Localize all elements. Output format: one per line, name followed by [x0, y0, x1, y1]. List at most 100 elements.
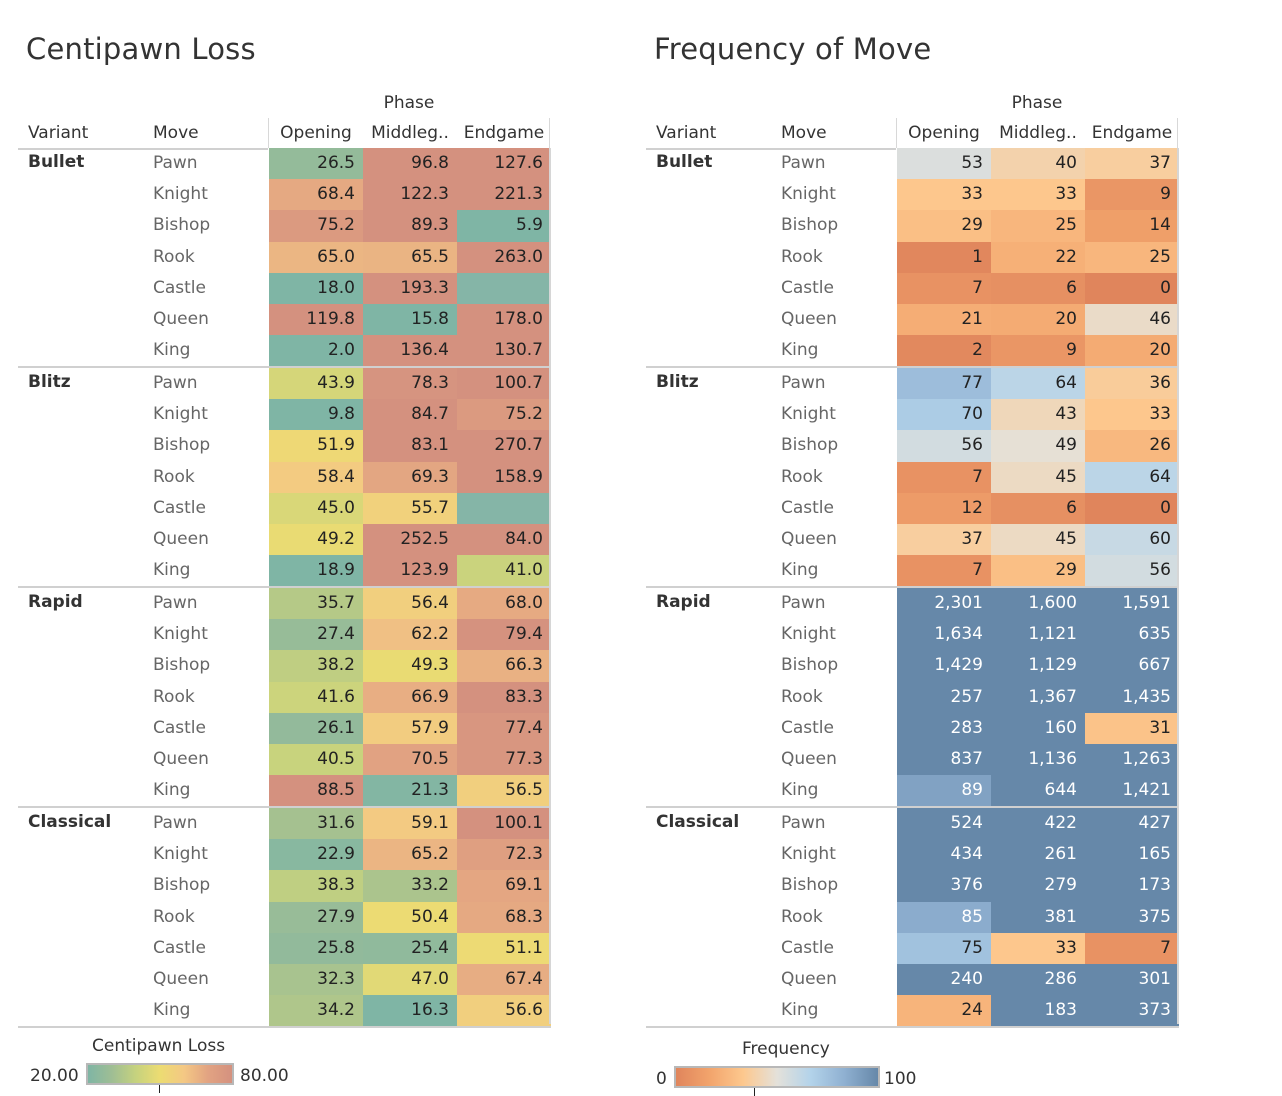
heatmap-cell[interactable]: 84.7 [363, 399, 457, 431]
heatmap-cell[interactable]: 65.5 [363, 241, 457, 273]
heatmap-cell[interactable]: 46 [1085, 304, 1179, 336]
heatmap-cell[interactable]: 56.6 [457, 995, 551, 1027]
heatmap-cell[interactable]: 57.9 [363, 712, 457, 744]
heatmap-cell[interactable]: 1,634 [897, 619, 991, 651]
column-header-opening[interactable]: Opening [280, 123, 352, 143]
heatmap-cell[interactable]: 32.3 [269, 964, 363, 996]
heatmap-cell[interactable]: 123.9 [363, 555, 457, 587]
heatmap-cell[interactable]: 1,435 [1085, 681, 1179, 713]
heatmap-cell[interactable]: 122.3 [363, 179, 457, 211]
heatmap-cell[interactable]: 33 [991, 179, 1085, 211]
heatmap-cell[interactable]: 75.2 [269, 210, 363, 242]
heatmap-cell[interactable]: 1,367 [991, 681, 1085, 713]
heatmap-cell[interactable]: 66.3 [457, 650, 551, 682]
heatmap-cell[interactable]: 89 [897, 775, 991, 807]
heatmap-cell[interactable]: 59.1 [363, 808, 457, 840]
heatmap-cell[interactable]: 24 [897, 995, 991, 1027]
heatmap-cell[interactable]: 31.6 [269, 808, 363, 840]
heatmap-cell[interactable]: 6 [991, 272, 1085, 304]
heatmap-cell[interactable]: 27.9 [269, 901, 363, 933]
heatmap-cell[interactable]: 68.4 [269, 179, 363, 211]
heatmap-cell[interactable]: 65.2 [363, 839, 457, 871]
heatmap-cell[interactable]: 7 [897, 461, 991, 493]
column-header-endgame[interactable]: Endgame [1091, 123, 1173, 143]
heatmap-cell[interactable]: 136.4 [363, 335, 457, 367]
heatmap-cell[interactable]: 20 [991, 304, 1085, 336]
heatmap-cell[interactable]: 127.6 [457, 148, 551, 180]
heatmap-cell[interactable]: 69.3 [363, 461, 457, 493]
heatmap-cell[interactable]: 2,301 [897, 588, 991, 620]
heatmap-cell[interactable]: 21 [897, 304, 991, 336]
heatmap-cell[interactable]: 77.3 [457, 744, 551, 776]
heatmap-cell[interactable]: 100.7 [457, 368, 551, 400]
heatmap-cell[interactable]: 644 [991, 775, 1085, 807]
heatmap-cell[interactable]: 56.5 [457, 775, 551, 807]
heatmap-cell[interactable]: 635 [1085, 619, 1179, 651]
heatmap-cell[interactable]: 26.1 [269, 712, 363, 744]
heatmap-cell[interactable]: 56 [1085, 555, 1179, 587]
heatmap-cell[interactable]: 43 [991, 399, 1085, 431]
heatmap-cell[interactable]: 22 [991, 241, 1085, 273]
heatmap-cell[interactable]: 69.1 [457, 870, 551, 902]
heatmap-cell[interactable]: 14 [1085, 210, 1179, 242]
heatmap-cell[interactable]: 72.3 [457, 839, 551, 871]
heatmap-cell[interactable]: 47.0 [363, 964, 457, 996]
heatmap-cell[interactable]: 279 [991, 870, 1085, 902]
heatmap-cell[interactable]: 434 [897, 839, 991, 871]
heatmap-cell[interactable]: 130.7 [457, 335, 551, 367]
heatmap-cell[interactable]: 9.8 [269, 399, 363, 431]
heatmap-cell[interactable]: 35.7 [269, 588, 363, 620]
heatmap-cell[interactable]: 1,600 [991, 588, 1085, 620]
heatmap-cell[interactable]: 37 [1085, 148, 1179, 180]
heatmap-cell[interactable]: 85 [897, 901, 991, 933]
heatmap-cell[interactable]: 301 [1085, 964, 1179, 996]
heatmap-cell[interactable]: 37 [897, 524, 991, 556]
heatmap-cell[interactable]: 160 [991, 712, 1085, 744]
heatmap-cell[interactable]: 376 [897, 870, 991, 902]
heatmap-cell[interactable]: 36 [1085, 368, 1179, 400]
heatmap-cell[interactable]: 1,136 [991, 744, 1085, 776]
heatmap-cell[interactable]: 183 [991, 995, 1085, 1027]
heatmap-cell[interactable]: 240 [897, 964, 991, 996]
heatmap-cell[interactable]: 68.3 [457, 901, 551, 933]
heatmap-cell[interactable]: 119.8 [269, 304, 363, 336]
heatmap-cell[interactable]: 33 [1085, 399, 1179, 431]
heatmap-cell[interactable]: 56.4 [363, 588, 457, 620]
heatmap-cell[interactable]: 286 [991, 964, 1085, 996]
heatmap-cell[interactable]: 40 [991, 148, 1085, 180]
heatmap-cell[interactable]: 53 [897, 148, 991, 180]
heatmap-cell[interactable]: 261 [991, 839, 1085, 871]
heatmap-cell[interactable]: 75 [897, 932, 991, 964]
heatmap-cell[interactable]: 22.9 [269, 839, 363, 871]
heatmap-cell[interactable]: 25 [991, 210, 1085, 242]
heatmap-cell[interactable]: 50.4 [363, 901, 457, 933]
heatmap-cell[interactable]: 68.0 [457, 588, 551, 620]
heatmap-cell[interactable]: 83.3 [457, 681, 551, 713]
heatmap-cell[interactable]: 667 [1085, 650, 1179, 682]
heatmap-cell[interactable]: 51.1 [457, 932, 551, 964]
heatmap-cell[interactable]: 67.4 [457, 964, 551, 996]
heatmap-cell[interactable]: 38.3 [269, 870, 363, 902]
heatmap-cell[interactable]: 29 [991, 555, 1085, 587]
heatmap-cell[interactable]: 178.0 [457, 304, 551, 336]
heatmap-cell[interactable]: 375 [1085, 901, 1179, 933]
heatmap-cell[interactable]: 43.9 [269, 368, 363, 400]
heatmap-cell[interactable]: 70 [897, 399, 991, 431]
column-header-middlegame[interactable]: Middleg.. [999, 123, 1077, 143]
heatmap-cell[interactable]: 373 [1085, 995, 1179, 1027]
heatmap-cell[interactable]: 26 [1085, 430, 1179, 462]
column-header-endgame[interactable]: Endgame [463, 123, 545, 143]
heatmap-cell[interactable]: 6 [991, 492, 1085, 524]
column-header-opening[interactable]: Opening [908, 123, 980, 143]
heatmap-cell[interactable]: 88.5 [269, 775, 363, 807]
column-header-middlegame[interactable]: Middleg.. [371, 123, 449, 143]
heatmap-cell[interactable]: 29 [897, 210, 991, 242]
heatmap-cell[interactable]: 422 [991, 808, 1085, 840]
heatmap-cell[interactable]: 83.1 [363, 430, 457, 462]
heatmap-cell[interactable]: 524 [897, 808, 991, 840]
heatmap-cell[interactable]: 252.5 [363, 524, 457, 556]
heatmap-cell[interactable]: 31 [1085, 712, 1179, 744]
heatmap-cell[interactable] [457, 272, 551, 304]
heatmap-cell[interactable]: 1,429 [897, 650, 991, 682]
heatmap-cell[interactable]: 1,121 [991, 619, 1085, 651]
